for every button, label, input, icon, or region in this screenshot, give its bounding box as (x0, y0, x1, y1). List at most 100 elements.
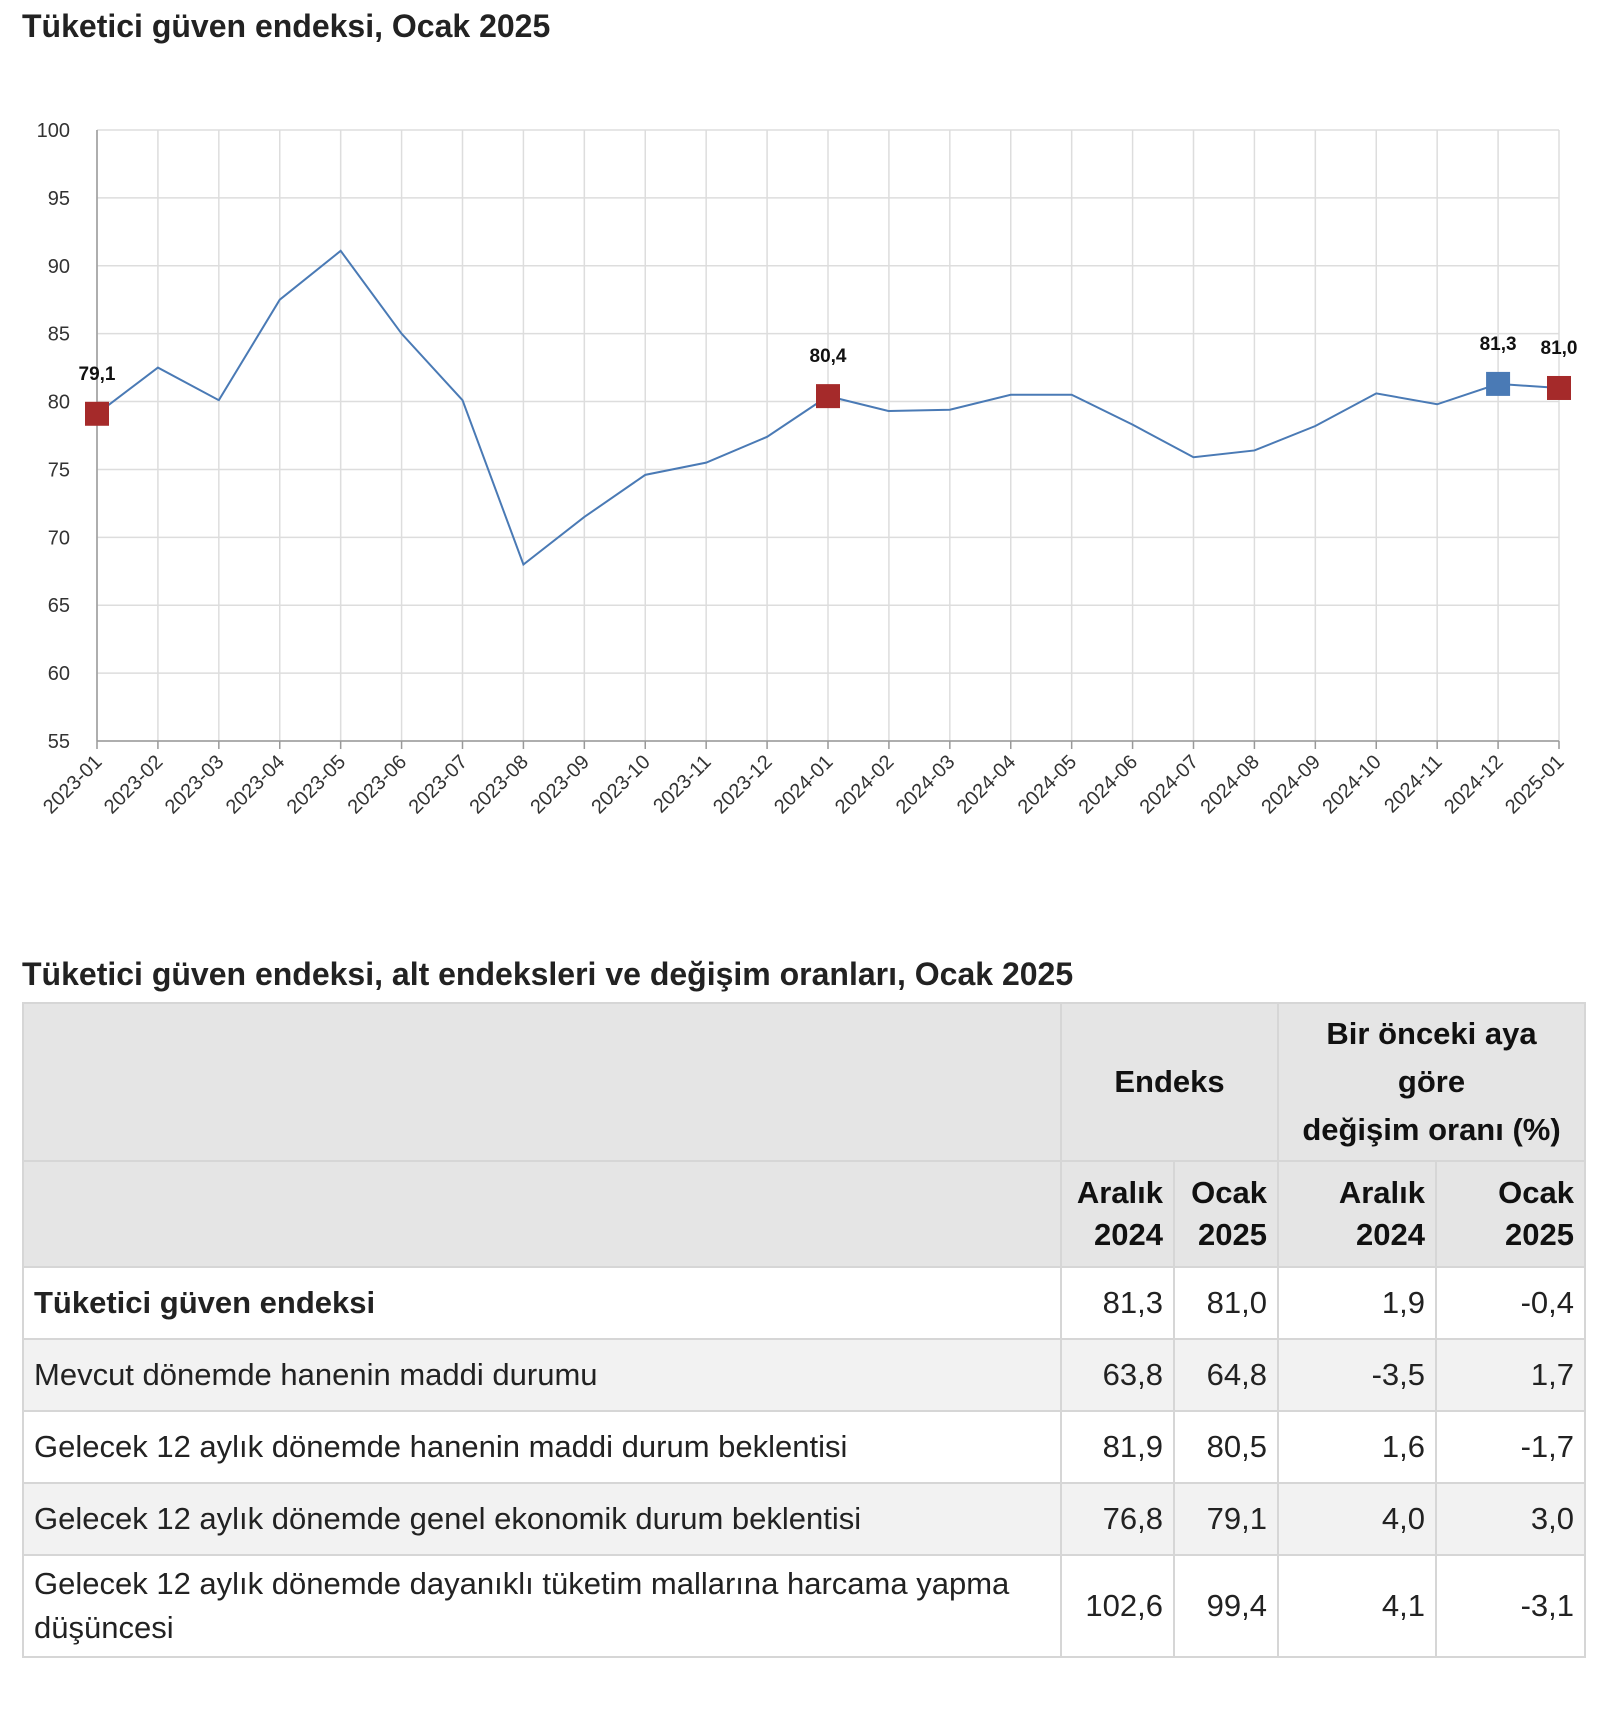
x-tick-label: 2024-09 (1257, 751, 1324, 818)
group-header-row: Endeks Bir önceki aya göre değişim oranı… (22, 1002, 1586, 1162)
table-cell: -3,5 (1277, 1338, 1437, 1412)
sub-header-month: Aralık (1076, 1175, 1163, 1210)
x-tick-label: 2024-04 (953, 751, 1020, 818)
table-row: Tüketici güven endeksi 81,3 81,0 1,9 -0,… (22, 1266, 1586, 1340)
change-header-line: göre (1397, 1064, 1466, 1099)
y-tick-label: 55 (48, 731, 70, 753)
empty-header-cell (22, 1002, 1062, 1162)
x-tick-label: 2024-07 (1136, 751, 1203, 818)
row-label: Gelecek 12 aylık dönemde dayanıklı tüket… (22, 1554, 1062, 1658)
x-tick-label: 2024-02 (831, 751, 898, 818)
x-tick-label: 2024-08 (1196, 751, 1263, 818)
x-tick-label: 2023-12 (709, 751, 776, 818)
x-tick-label: 2023-07 (405, 751, 472, 818)
line-chart: 5560657075808590951002023-012023-022023-… (37, 120, 1578, 818)
table-row: Mevcut dönemde hanenin maddi durumu 63,8… (22, 1338, 1586, 1412)
sub-header-year: 2024 (1094, 1217, 1163, 1252)
data-label: 81,0 (1541, 338, 1578, 359)
table-cell: 102,6 (1060, 1554, 1175, 1658)
change-header-line: Bir önceki aya (1326, 1016, 1537, 1051)
sub-header-month: Ocak (1498, 1175, 1574, 1210)
chart-title: Tüketici güven endeksi, Ocak 2025 (22, 8, 551, 44)
sub-header-cell: Ocak 2025 (1173, 1160, 1279, 1268)
table-cell: 81,9 (1060, 1410, 1175, 1484)
sub-header-cell: Aralık 2024 (1277, 1160, 1437, 1268)
x-tick-label: 2023-10 (587, 751, 654, 818)
x-tick-label: 2024-12 (1440, 751, 1507, 818)
change-header-line: değişim oranı (%) (1302, 1112, 1561, 1147)
row-label: Mevcut dönemde hanenin maddi durumu (22, 1338, 1062, 1412)
empty-header-cell (22, 1160, 1062, 1268)
x-tick-label: 2024-03 (892, 751, 959, 818)
table-cell: 1,6 (1277, 1410, 1437, 1484)
data-marker (1486, 371, 1511, 396)
table-cell: 79,1 (1173, 1482, 1279, 1556)
table-cell: -1,7 (1435, 1410, 1586, 1484)
table-row: Gelecek 12 aylık dönemde genel ekonomik … (22, 1482, 1586, 1556)
y-tick-label: 85 (48, 324, 70, 346)
x-tick-label: 2025-01 (1501, 751, 1568, 818)
sub-header-year: 2025 (1198, 1217, 1267, 1252)
data-table: Endeks Bir önceki aya göre değişim oranı… (22, 1002, 1586, 1658)
table-cell: 80,5 (1173, 1410, 1279, 1484)
y-tick-label: 60 (48, 663, 70, 685)
table-cell: 81,3 (1060, 1266, 1175, 1340)
sub-header-cell: Aralık 2024 (1060, 1160, 1175, 1268)
row-label: Gelecek 12 aylık dönemde hanenin maddi d… (22, 1410, 1062, 1484)
x-tick-label: 2024-05 (1014, 751, 1081, 818)
table-cell: -3,1 (1435, 1554, 1586, 1658)
table-cell: 4,0 (1277, 1482, 1437, 1556)
index-table: Endeks Bir önceki aya göre değişim oranı… (22, 1002, 1586, 1658)
data-marker (85, 401, 109, 426)
table-row: Gelecek 12 aylık dönemde hanenin maddi d… (22, 1410, 1586, 1484)
row-label: Gelecek 12 aylık dönemde genel ekonomik … (22, 1482, 1062, 1556)
data-marker (816, 384, 840, 409)
table-cell: 81,0 (1173, 1266, 1279, 1340)
y-tick-label: 100 (37, 120, 70, 142)
x-tick-label: 2024-06 (1075, 751, 1142, 818)
row-label: Tüketici güven endeksi (22, 1266, 1062, 1340)
sub-header-year: 2024 (1356, 1217, 1425, 1252)
sub-header-month: Ocak (1191, 1175, 1267, 1210)
x-tick-label: 2023-01 (39, 751, 106, 818)
x-tick-label: 2023-08 (465, 751, 532, 818)
x-tick-label: 2023-04 (222, 751, 289, 818)
table-cell: 99,4 (1173, 1554, 1279, 1658)
x-tick-label: 2024-11 (1380, 751, 1446, 817)
table-cell: -0,4 (1435, 1266, 1586, 1340)
table-cell: 3,0 (1435, 1482, 1586, 1556)
x-tick-label: 2023-06 (344, 751, 411, 818)
table-row: Gelecek 12 aylık dönemde dayanıklı tüket… (22, 1554, 1586, 1658)
index-group-header: Endeks (1060, 1002, 1279, 1162)
data-marker (1547, 375, 1571, 400)
y-tick-label: 75 (48, 459, 70, 481)
x-tick-label: 2024-10 (1318, 751, 1385, 818)
marker-layer: 79,1 80,4 81,3 81,0 (79, 334, 1578, 426)
table-cell: 63,8 (1060, 1338, 1175, 1412)
table-cell: 64,8 (1173, 1338, 1279, 1412)
table-cell: 76,8 (1060, 1482, 1175, 1556)
table-title: Tüketici güven endeksi, alt endeksleri v… (22, 956, 1074, 992)
y-tick-label: 80 (48, 392, 70, 414)
x-tick-label: 2023-05 (283, 751, 350, 818)
y-tick-label: 65 (48, 595, 70, 617)
x-tick-label: 2023-09 (526, 751, 593, 818)
grid-layer (96, 129, 1560, 742)
table-cell: 4,1 (1277, 1554, 1437, 1658)
sub-header-month: Aralık (1338, 1175, 1425, 1210)
y-tick-label: 70 (48, 527, 70, 549)
sub-header-year: 2025 (1505, 1217, 1574, 1252)
x-tick-label: 2023-03 (161, 751, 228, 818)
x-tick-label: 2023-02 (100, 751, 167, 818)
data-label: 79,1 (79, 364, 116, 385)
x-tick-label: 2024-01 (770, 751, 837, 818)
y-tick-label: 95 (48, 188, 70, 210)
sub-header-cell: Ocak 2025 (1435, 1160, 1586, 1268)
x-tick-label: 2023-11 (649, 751, 715, 817)
table-cell: 1,9 (1277, 1266, 1437, 1340)
change-group-header: Bir önceki aya göre değişim oranı (%) (1277, 1002, 1586, 1162)
data-label: 80,4 (810, 346, 847, 367)
data-label: 81,3 (1480, 334, 1517, 355)
table-cell: 1,7 (1435, 1338, 1586, 1412)
